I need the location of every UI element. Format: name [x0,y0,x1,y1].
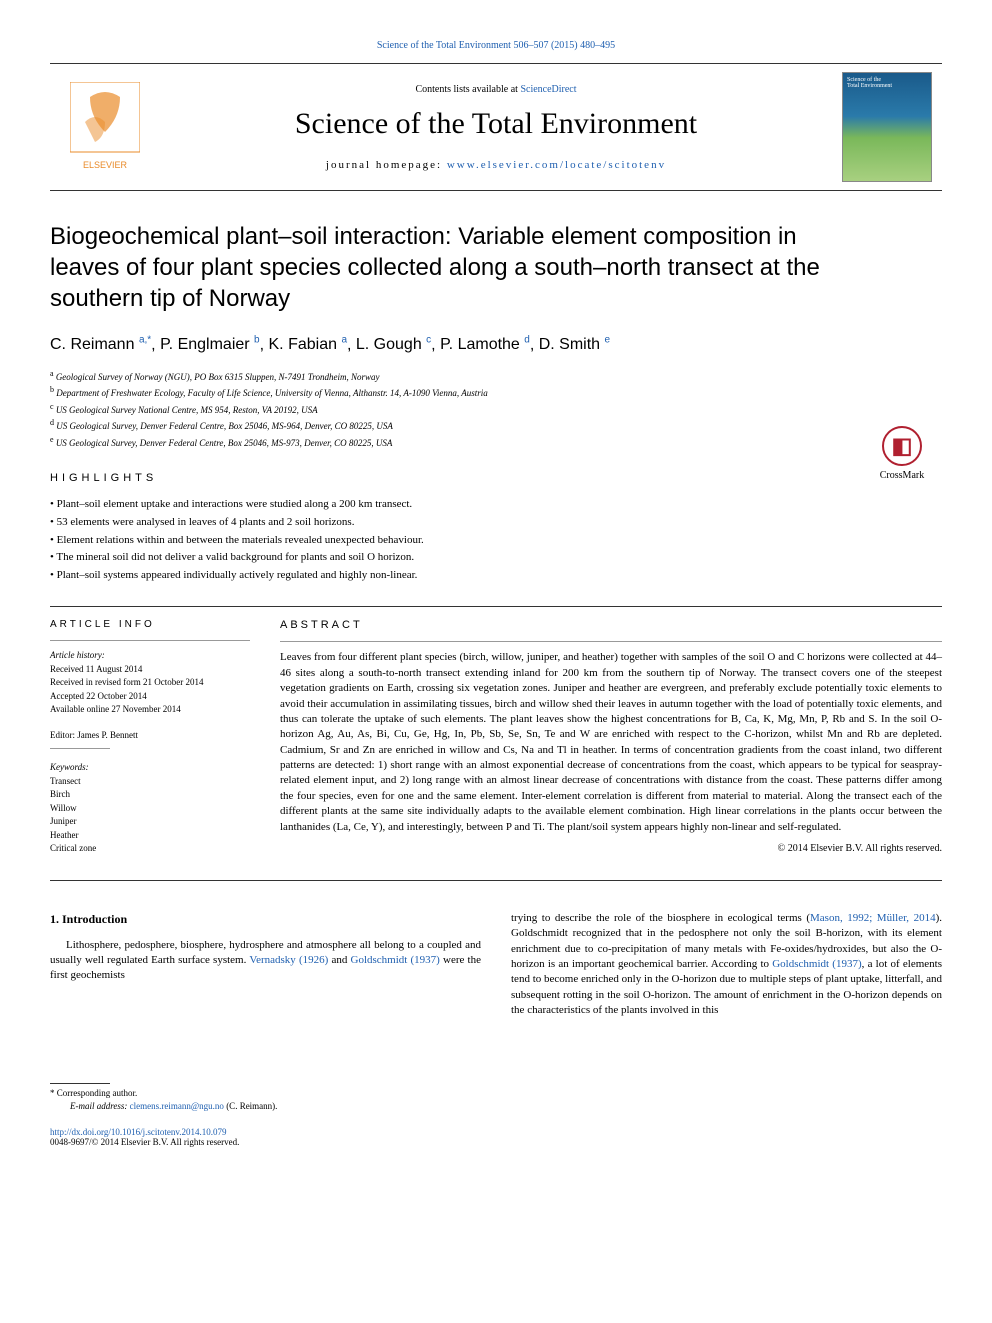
journal-cover-thumbnail: Science of the Total Environment [842,72,932,182]
footer: * Corresponding author. E-mail address: … [50,1083,942,1147]
author-list: C. Reimann a,*, P. Englmaier b, K. Fabia… [50,335,942,354]
abstract-copyright: © 2014 Elsevier B.V. All rights reserved… [280,843,942,854]
highlight-item: Plant–soil systems appeared individually… [50,567,942,585]
intro-para-1: Lithosphere, pedosphere, biosphere, hydr… [50,938,481,984]
highlights-heading: HIGHLIGHTS [50,472,942,484]
highlights-list: Plant–soil element uptake and interactio… [50,496,942,584]
doi-link[interactable]: http://dx.doi.org/10.1016/j.scitotenv.20… [50,1127,942,1137]
highlight-item: Element relations within and between the… [50,532,942,550]
author: P. Englmaier b [160,336,260,353]
ref-link[interactable]: Goldschmidt (1937) [772,958,861,970]
crossmark-label: CrossMark [880,470,924,481]
ref-link[interactable]: Goldschmidt (1937) [351,954,440,966]
ref-link[interactable]: Vernadsky (1926) [249,954,328,966]
keyword: Juniper [50,815,250,829]
author: K. Fabian a [269,336,348,353]
article-info-heading: ARTICLE INFO [50,619,250,630]
journal-name: Science of the Total Environment [150,107,842,141]
author: P. Lamothe d [440,336,530,353]
citation-link[interactable]: Science of the Total Environment 506–507… [377,40,615,51]
corresponding-author: * Corresponding author. [50,1088,942,1098]
abstract-heading: ABSTRACT [280,619,942,631]
keyword: Birch [50,788,250,802]
corresponding-email: E-mail address: clemens.reimann@ngu.no (… [50,1101,942,1111]
ref-link[interactable]: Mason, 1992; Müller, 2014 [810,912,936,924]
divider [50,606,942,607]
intro-heading: 1. Introduction [50,911,481,928]
divider [50,880,942,881]
journal-header: ELSEVIER Contents lists available at Sci… [50,63,942,191]
affiliations-list: a Geological Survey of Norway (NGU), PO … [50,368,942,451]
introduction-section: 1. Introduction Lithosphere, pedosphere,… [50,911,942,1023]
sciencedirect-link[interactable]: ScienceDirect [520,84,576,95]
email-link[interactable]: clemens.reimann@ngu.no [130,1101,224,1111]
author: D. Smith e [539,336,610,353]
article-history: Article history: Received 11 August 2014… [50,649,250,717]
keyword: Willow [50,802,250,816]
highlight-item: The mineral soil did not deliver a valid… [50,549,942,567]
publisher-logo: ELSEVIER [60,77,150,177]
author: L. Gough c [356,336,431,353]
crossmark-badge[interactable]: ◧ CrossMark [862,426,942,481]
keyword: Heather [50,829,250,843]
journal-homepage-link[interactable]: www.elsevier.com/locate/scitotenv [447,159,666,171]
highlight-item: 53 elements were analysed in leaves of 4… [50,514,942,532]
article-title: Biogeochemical plant–soil interaction: V… [50,221,852,315]
highlight-item: Plant–soil element uptake and interactio… [50,496,942,514]
author: C. Reimann a,* [50,336,151,353]
affiliation: c US Geological Survey National Centre, … [50,401,942,418]
intro-para-2: trying to describe the role of the biosp… [511,911,942,1019]
issn-copyright: 0048-9697/© 2014 Elsevier B.V. All right… [50,1137,942,1147]
editor-info: Editor: James P. Bennett [50,729,250,750]
affiliation: d US Geological Survey, Denver Federal C… [50,417,942,434]
keyword: Critical zone [50,842,250,856]
affiliation: e US Geological Survey, Denver Federal C… [50,434,942,451]
abstract-text: Leaves from four different plant species… [280,650,942,835]
affiliation: a Geological Survey of Norway (NGU), PO … [50,368,942,385]
crossmark-icon: ◧ [882,426,922,466]
contents-line: Contents lists available at ScienceDirec… [150,84,842,95]
keyword: Transect [50,775,250,789]
keywords-block: Keywords: TransectBirchWillowJuniperHeat… [50,761,250,856]
affiliation: b Department of Freshwater Ecology, Facu… [50,384,942,401]
page-header-citation: Science of the Total Environment 506–507… [50,40,942,51]
journal-homepage: journal homepage: www.elsevier.com/locat… [150,159,842,171]
publisher-name: ELSEVIER [83,160,128,170]
